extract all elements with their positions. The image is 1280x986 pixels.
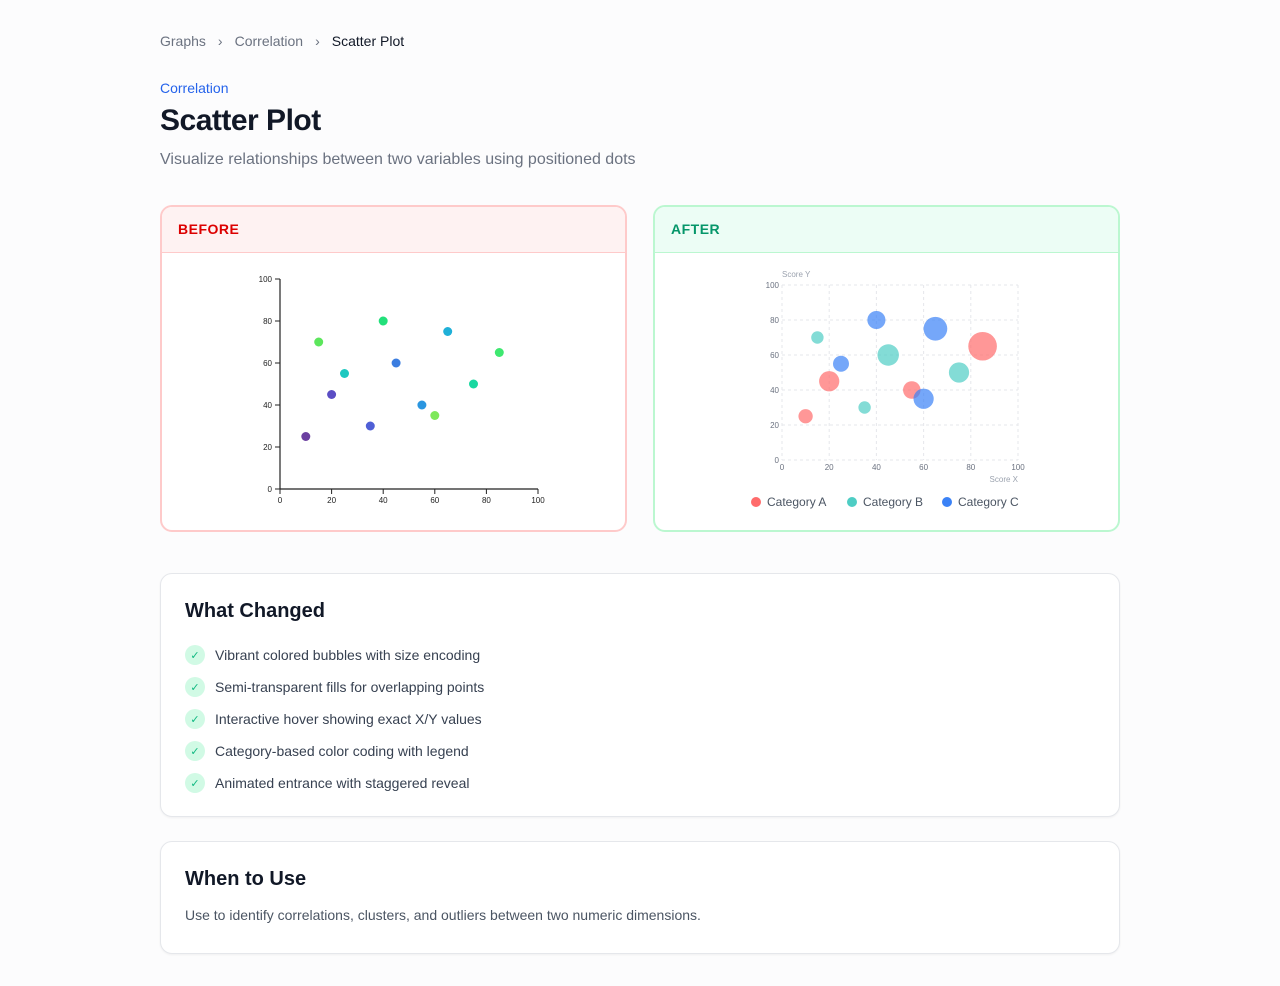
list-item-text: Interactive hover showing exact X/Y valu… — [215, 711, 482, 727]
data-point — [494, 348, 504, 357]
data-point — [469, 379, 478, 389]
y-tick-label: 20 — [770, 421, 779, 430]
y-tick-label: 40 — [770, 386, 779, 395]
data-point — [314, 337, 324, 347]
breadcrumb-graphs[interactable]: Graphs — [160, 33, 206, 49]
legend-marker — [847, 497, 857, 507]
data-point — [417, 400, 427, 410]
x-tick-label: 100 — [1011, 463, 1025, 472]
legend-marker — [751, 497, 761, 507]
x-tick-label: 40 — [379, 496, 388, 505]
bubble-category-a — [798, 409, 813, 424]
x-tick-label: 0 — [278, 496, 283, 505]
data-point — [365, 421, 375, 431]
x-tick-label: 80 — [966, 463, 975, 472]
data-point — [301, 432, 311, 441]
bubble-category-c — [833, 355, 849, 372]
y-axis-label: Score Y — [782, 270, 811, 279]
x-tick-label: 40 — [872, 463, 881, 472]
check-icon: ✓ — [185, 741, 205, 761]
y-tick-label: 20 — [263, 443, 272, 452]
when-to-use-section: When to Use Use to identify correlations… — [160, 841, 1120, 954]
list-item: ✓ Category-based color coding with legend — [185, 735, 1095, 767]
list-item-text: Category-based color coding with legend — [215, 743, 469, 759]
x-tick-label: 20 — [327, 496, 336, 505]
chevron-right-icon: › — [315, 33, 320, 49]
changes-list: ✓ Vibrant colored bubbles with size encod… — [185, 639, 1095, 799]
list-item: ✓ Vibrant colored bubbles with size encod… — [185, 639, 1095, 671]
after-scatter-chart: 0 20 40 60 80 100 0 20 40 60 80 100 Score X Score Y Ca… — [751, 270, 1025, 509]
page-title: Scatter Plot — [160, 104, 321, 137]
page-subtitle: Visualize relationships between two vari… — [160, 151, 636, 168]
x-tick-label: 20 — [825, 463, 834, 472]
legend-label: Category B — [863, 495, 923, 509]
data-point — [378, 316, 388, 326]
check-icon: ✓ — [185, 709, 205, 729]
y-tick-label: 0 — [268, 485, 273, 494]
list-item: ✓ Semi-transparent fills for overlapping … — [185, 671, 1095, 703]
y-tick-label: 80 — [263, 317, 272, 326]
chevron-right-icon: › — [217, 33, 223, 49]
legend-marker — [942, 497, 952, 507]
when-to-use-title: When to Use — [185, 868, 307, 890]
bubble-category-b — [811, 331, 824, 344]
x-tick-label: 60 — [430, 496, 439, 505]
y-tick-label: 40 — [263, 401, 272, 410]
x-tick-label: 80 — [482, 496, 491, 505]
data-point — [327, 390, 337, 399]
bubble-category-b — [858, 401, 871, 414]
check-icon: ✓ — [185, 677, 205, 697]
list-item: ✓ Interactive hover showing exact X/Y val… — [185, 703, 1095, 735]
before-card: BEFORE 0 20 40 60 80 100 0 20 40 60 80 100 — [160, 205, 627, 532]
x-tick-label: 100 — [531, 496, 545, 505]
data-point — [391, 358, 401, 368]
after-label: AFTER — [655, 207, 1118, 253]
legend-label: Category A — [767, 495, 826, 509]
list-item: ✓ Animated entrance with staggered reveal — [185, 767, 1095, 799]
legend-label: Category C — [958, 495, 1019, 509]
breadcrumb-current: Scatter Plot — [331, 33, 405, 49]
x-axis-label: Score X — [990, 475, 1019, 484]
list-item-text: Animated entrance with staggered reveal — [215, 775, 470, 791]
list-item-text: Vibrant colored bubbles with size encodi… — [215, 647, 481, 663]
bubble-category-b — [948, 362, 970, 383]
data-point — [340, 369, 349, 378]
what-changed-title: What Changed — [185, 600, 325, 622]
bubble-category-c — [923, 316, 948, 341]
breadcrumb-correlation[interactable]: Correlation — [234, 33, 304, 49]
what-changed-section: What Changed ✓ Vibrant colored bubbles wi… — [160, 573, 1120, 817]
after-card: AFTER 0 20 40 60 80 100 0 20 40 60 80 100 Score X Sco… — [653, 205, 1120, 532]
bubble-category-a — [968, 331, 997, 361]
category-label: Correlation — [160, 80, 229, 96]
data-point — [443, 327, 453, 336]
y-tick-label: 80 — [770, 316, 779, 325]
y-tick-label: 100 — [259, 275, 273, 284]
y-tick-label: 60 — [263, 359, 272, 368]
bubble-category-a — [819, 371, 840, 392]
before-scatter-chart: 0 20 40 60 80 100 0 20 40 60 80 100 — [259, 275, 546, 505]
data-point — [430, 411, 440, 420]
bubble-category-b — [877, 344, 899, 366]
breadcrumb: Graphs › Correlation › Scatter Plot — [160, 33, 404, 49]
y-tick-label: 0 — [775, 456, 780, 465]
bubble-category-c — [867, 310, 886, 330]
x-tick-label: 60 — [919, 463, 928, 472]
check-icon: ✓ — [185, 773, 205, 793]
x-tick-label: 0 — [780, 463, 785, 472]
check-icon: ✓ — [185, 645, 205, 665]
list-item-text: Semi-transparent fills for overlapping p… — [215, 679, 485, 695]
y-tick-label: 100 — [766, 281, 780, 290]
bubble-category-c — [913, 388, 934, 409]
y-tick-label: 60 — [770, 351, 779, 360]
before-label: BEFORE — [162, 207, 625, 253]
when-to-use-text: Use to identify correlations, clusters, … — [185, 907, 701, 923]
